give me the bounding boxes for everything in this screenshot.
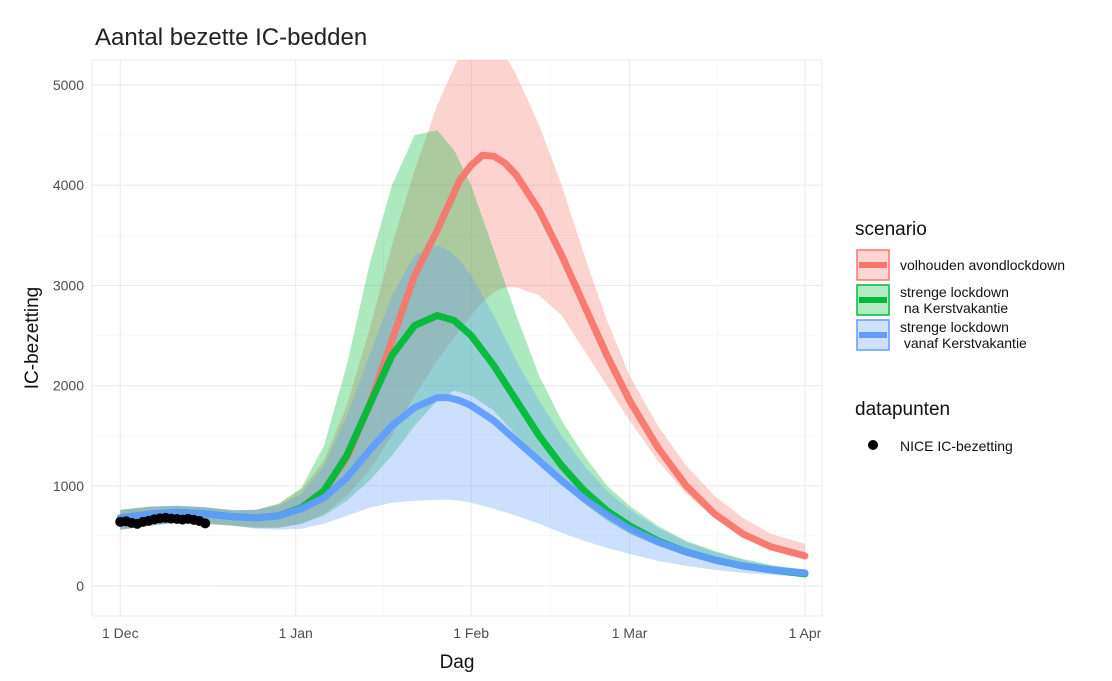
legend-scenario-title: scenario — [855, 219, 927, 240]
plot-panel — [91, 59, 823, 617]
y-tick-label: 1000 — [53, 478, 84, 494]
band-layer — [120, 60, 806, 577]
x-tick-label: 1 Feb — [453, 625, 489, 641]
chart-title: Aantal bezette IC-bedden — [95, 24, 367, 51]
x-tick-label: 1 Apr — [789, 625, 822, 641]
x-axis-title: Dag — [440, 652, 475, 673]
legend-key-2: strenge lockdown na Kerstvakantie — [856, 284, 1009, 316]
legend-label: na Kerstvakantie — [900, 300, 1008, 316]
legend-key-1: volhouden avondlockdown — [856, 249, 1065, 281]
x-tick-label: 1 Dec — [102, 625, 139, 641]
legend-label: strenge lockdown — [900, 319, 1009, 335]
ribbon-series-1 — [120, 60, 805, 559]
y-axis-title: IC-bezetting — [22, 287, 43, 389]
y-tick-label: 0 — [76, 578, 84, 594]
point-layer — [115, 512, 211, 529]
legend-datapoints-title: datapunten — [855, 399, 950, 420]
legend-label: volhouden avondlockdown — [900, 257, 1065, 273]
legend-keys: volhouden avondlockdown strenge lockdown … — [856, 249, 1065, 351]
tick-layer: 0 1000 2000 3000 4000 5000 1 Dec 1 Jan 1 Feb 1 Ma… — [53, 77, 822, 641]
legend-point-marker — [868, 440, 878, 450]
ribbon-series-3 — [120, 245, 806, 577]
legend-label: vanaf Kerstvakantie — [900, 335, 1027, 351]
legend: scenario volhouden avondlockdown strenge … — [855, 219, 1065, 454]
line-series-3 — [116, 394, 809, 577]
legend-point-label: NICE IC-bezetting — [900, 438, 1013, 454]
data-point — [200, 518, 211, 529]
y-tick-label: 3000 — [53, 277, 84, 293]
x-tick-label: 1 Jan — [279, 625, 313, 641]
ribbon-series-2 — [120, 130, 806, 576]
x-tick-label: 1 Mar — [612, 625, 648, 641]
legend-key-3: strenge lockdown vanaf Kerstvakantie — [856, 319, 1027, 351]
y-tick-label: 4000 — [53, 177, 84, 193]
legend-label: strenge lockdown — [900, 284, 1009, 300]
y-tick-label: 5000 — [53, 77, 84, 93]
y-tick-label: 2000 — [53, 378, 84, 394]
grid-layer — [92, 60, 822, 616]
line-layer — [116, 151, 809, 578]
